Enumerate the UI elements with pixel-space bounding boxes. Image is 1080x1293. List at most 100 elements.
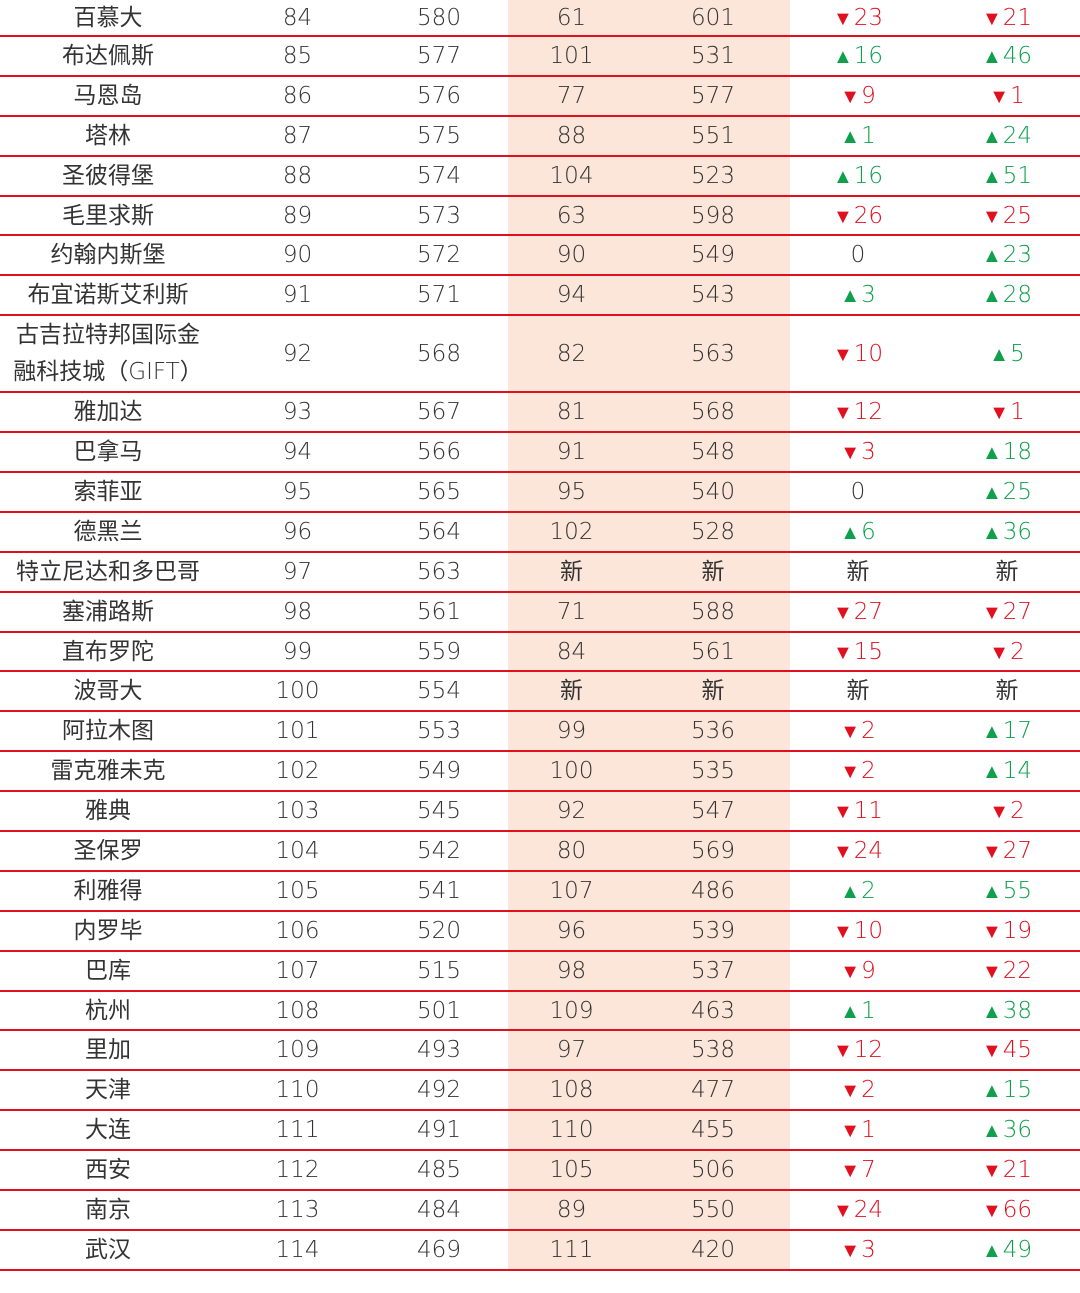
city-name: 利雅得 [73, 877, 143, 904]
change-number: 19 [1002, 917, 1033, 944]
change-value: ▼ 24 [833, 835, 883, 867]
current-rank: 99 [282, 638, 313, 665]
table-row: 约翰内斯堡 90 572 90 549 0 ▲ 23 [0, 236, 1080, 277]
table-row: 直布罗陀 99 559 84 561 ▼ 15 ▼ 2 [0, 633, 1080, 673]
change-value: 新 [847, 675, 870, 707]
previous-score: 550 [691, 1196, 735, 1223]
previous-score: 486 [691, 877, 735, 904]
city-name: 巴拿马 [73, 439, 143, 466]
change-number: 9 [861, 957, 876, 984]
change-value: ▲ 55 [982, 875, 1032, 907]
current-score: 568 [417, 340, 461, 367]
city-name: 塔林 [85, 122, 131, 149]
up-arrow-icon: ▲ [981, 1237, 1002, 1262]
down-arrow-icon: ▼ [840, 1237, 861, 1262]
change-value: ▲ 14 [982, 755, 1032, 787]
change-value: ▼ 2 [840, 1074, 875, 1106]
previous-rank: 89 [556, 1196, 587, 1223]
change-number: 22 [1002, 957, 1033, 984]
current-score: 545 [417, 798, 461, 825]
down-arrow-icon: ▼ [981, 1038, 1002, 1063]
previous-rank: 100 [549, 758, 594, 785]
city-name: 特立尼达和多巴哥 [16, 558, 200, 585]
previous-score: 561 [691, 638, 735, 665]
previous-rank: 102 [549, 518, 594, 545]
previous-score: 420 [691, 1236, 735, 1263]
down-arrow-icon: ▼ [840, 83, 861, 108]
city-name: 雅加达 [73, 399, 143, 426]
city-name: 圣保罗 [73, 837, 143, 864]
change-value: ▲ 36 [982, 1114, 1032, 1146]
change-value: ▲ 49 [982, 1234, 1032, 1266]
highlighted-column-band [508, 0, 790, 1270]
table-row: 武汉 114 469 111 420 ▼ 3 ▲ 49 [0, 1231, 1080, 1271]
change-number: 15 [853, 638, 884, 665]
current-rank: 111 [275, 1117, 320, 1144]
previous-rank: 71 [556, 598, 587, 625]
table-row: 波哥大 100 554 新 新 新 新 [0, 672, 1080, 713]
current-score: 484 [417, 1196, 461, 1223]
current-rank: 93 [282, 399, 313, 426]
table-row: 布宜诺斯艾利斯 91 571 94 543 ▲ 3 ▲ 28 [0, 276, 1080, 317]
up-arrow-icon: ▲ [981, 440, 1002, 465]
previous-score: 531 [691, 42, 735, 69]
previous-rank: 98 [556, 957, 587, 984]
down-arrow-icon: ▼ [981, 1197, 1002, 1222]
change-value: ▲ 3 [840, 279, 875, 311]
score-change: ▲ 14 [934, 755, 1080, 787]
change-number: 2 [861, 758, 876, 785]
score-change: 新 [934, 675, 1080, 707]
previous-rank: 101 [549, 42, 594, 69]
previous-rank: 94 [556, 282, 587, 309]
change-number: 36 [1002, 1117, 1033, 1144]
change-number: 15 [1002, 1077, 1033, 1104]
change-value: ▲ 25 [982, 476, 1032, 508]
change-value: ▲ 46 [982, 40, 1032, 72]
down-arrow-icon: ▼ [832, 5, 853, 30]
score-change: ▲ 28 [934, 279, 1080, 311]
down-arrow-icon: ▼ [832, 838, 853, 863]
change-number: 2 [861, 1077, 876, 1104]
table-row: 雅加达 93 567 81 568 ▼ 12 ▼ 1 [0, 393, 1080, 434]
previous-rank: 96 [556, 917, 587, 944]
score-change: ▼ 25 [934, 200, 1080, 232]
previous-rank: 80 [556, 837, 587, 864]
change-number: 27 [1002, 598, 1033, 625]
down-arrow-icon: ▼ [840, 1078, 861, 1103]
previous-rank: 90 [556, 242, 587, 269]
table-row: 马恩岛 86 576 77 577 ▼ 9 ▼ 1 [0, 77, 1080, 117]
rank-change: ▼ 9 [782, 955, 934, 987]
current-rank: 91 [282, 282, 313, 309]
down-arrow-icon: ▼ [981, 203, 1002, 228]
change-number: 24 [853, 1196, 884, 1223]
rank-change: 新 [782, 556, 934, 588]
change-value: ▼ 27 [833, 596, 883, 628]
change-number: 新 [846, 558, 870, 585]
table-row: 里加 109 493 97 538 ▼ 12 ▼ 45 [0, 1031, 1080, 1072]
table-row: 圣保罗 104 542 80 569 ▼ 24 ▼ 27 [0, 832, 1080, 872]
current-score: 520 [417, 917, 461, 944]
table-row: 利雅得 105 541 107 486 ▲ 2 ▲ 55 [0, 872, 1080, 912]
city-name: 阿拉木图 [62, 718, 154, 745]
previous-rank: 110 [549, 1117, 594, 1144]
up-arrow-icon: ▲ [981, 283, 1002, 308]
score-change: ▲ 18 [934, 436, 1080, 468]
table-row: 圣彼得堡 88 574 104 523 ▲ 16 ▲ 51 [0, 157, 1080, 197]
previous-rank: 105 [549, 1157, 594, 1184]
change-value: ▼ 26 [833, 200, 883, 232]
change-number: 3 [861, 439, 876, 466]
table-row: 德黑兰 96 564 102 528 ▲ 6 ▲ 36 [0, 513, 1080, 553]
previous-score: 598 [691, 202, 735, 229]
rank-change: ▼ 10 [782, 915, 934, 947]
rank-change: 0 [782, 239, 934, 271]
up-arrow-icon: ▲ [981, 719, 1002, 744]
current-score: 564 [417, 518, 461, 545]
change-value: ▼ 21 [982, 1154, 1032, 1186]
previous-rank: 104 [549, 162, 594, 189]
previous-score: 543 [691, 282, 735, 309]
change-value: ▼ 19 [982, 915, 1032, 947]
city-name: 塞浦路斯 [62, 598, 154, 625]
previous-score: 588 [691, 598, 735, 625]
up-arrow-icon: ▲ [981, 243, 1002, 268]
current-rank: 92 [282, 340, 313, 367]
